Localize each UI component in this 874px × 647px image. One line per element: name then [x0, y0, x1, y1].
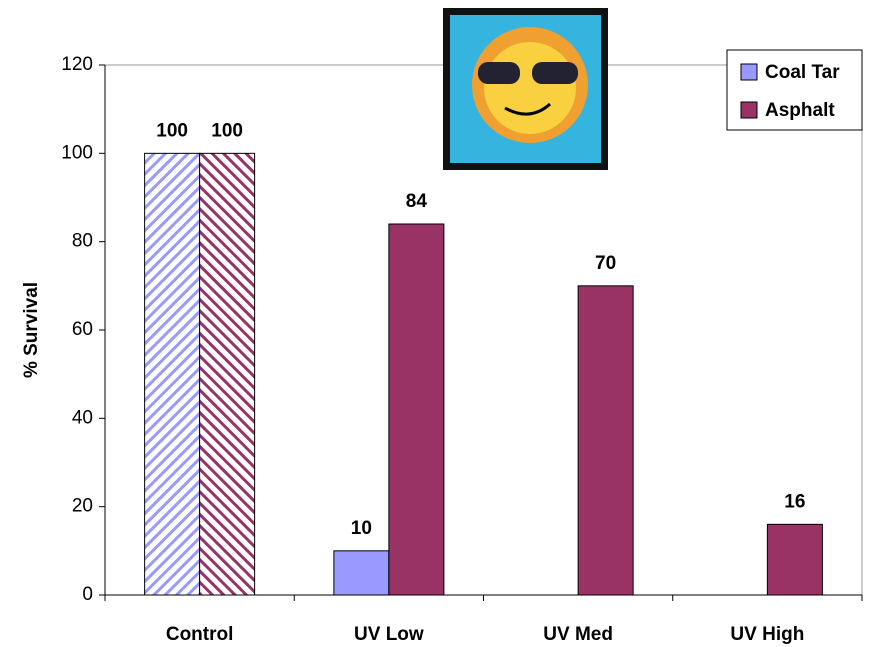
x-tick-label: UV Low — [354, 624, 424, 645]
legend-label: Asphalt — [765, 100, 835, 121]
bar — [199, 152, 256, 596]
y-tick-label: 80 — [72, 231, 93, 252]
y-tick-label: 120 — [61, 54, 93, 75]
sun-picture — [443, 8, 608, 170]
data-label: 10 — [351, 518, 372, 539]
x-tick-label: UV Med — [543, 624, 613, 645]
x-tick-label: UV High — [730, 624, 804, 645]
bar — [333, 550, 390, 596]
bar — [766, 523, 823, 596]
data-label: 70 — [595, 253, 616, 274]
data-label: 16 — [784, 491, 805, 512]
data-label: 84 — [406, 191, 428, 212]
legend: Coal Tar Asphalt — [726, 49, 863, 131]
x-tick-label: Control — [166, 624, 234, 645]
y-tick-label: 60 — [72, 319, 93, 340]
y-tick-label: 0 — [82, 584, 93, 605]
bar — [144, 152, 201, 596]
y-tick-label: 40 — [72, 407, 93, 428]
legend-label: Coal Tar — [765, 62, 840, 83]
legend-swatch — [740, 63, 758, 81]
legend-swatch — [740, 101, 758, 119]
bar — [388, 223, 445, 596]
bar — [577, 285, 634, 596]
data-label: 100 — [156, 120, 188, 141]
y-tick-label: 20 — [72, 496, 93, 517]
y-tick-label: 100 — [61, 142, 93, 163]
data-label: 100 — [211, 120, 243, 141]
y-axis-label: % Survival — [21, 282, 42, 378]
